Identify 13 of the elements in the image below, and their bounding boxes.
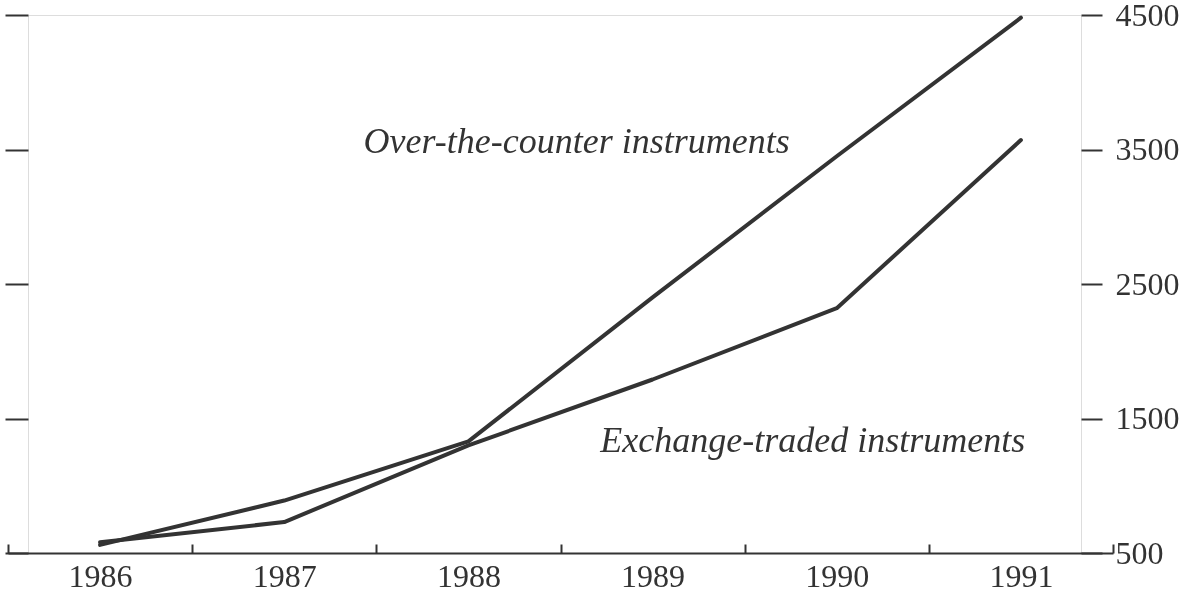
y-tick-label: 3500	[1115, 131, 1180, 167]
legend-label: Exchange-traded instruments	[599, 420, 1026, 461]
x-tick-label: 1991	[989, 557, 1054, 594]
x-tick-label: 1988	[436, 557, 501, 594]
x-tick-label: 1989	[621, 557, 686, 594]
y-tick-label: 4500	[1115, 0, 1180, 33]
y-tick-label: 1500	[1115, 400, 1180, 436]
x-tick-label: 1986	[68, 557, 133, 594]
x-tick-label: 1987	[252, 557, 317, 594]
y-tick-label: 500	[1115, 534, 1164, 571]
x-tick-label: 1990	[805, 557, 870, 594]
y-tick-label: 2500	[1115, 265, 1180, 302]
series-label: Over-the-counter instruments	[363, 121, 790, 162]
